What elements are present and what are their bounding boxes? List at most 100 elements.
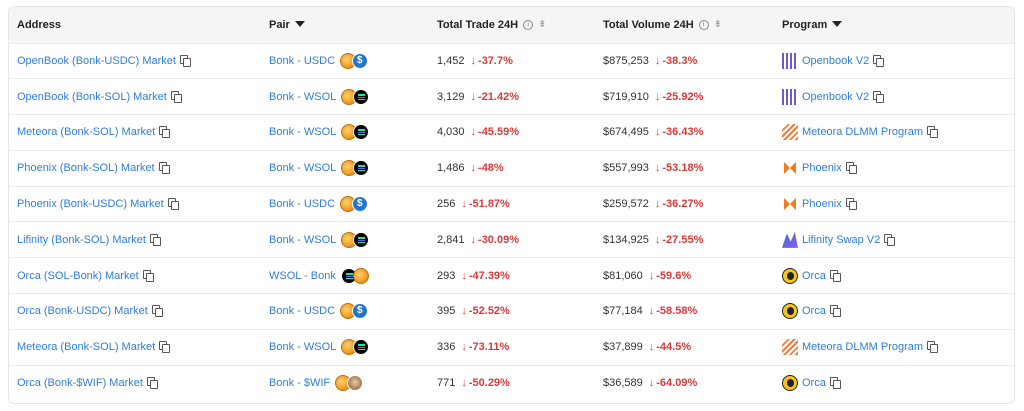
cell-address: Orca (Bonk-USDC) Market: [9, 294, 261, 330]
trade-count: 1,452: [437, 54, 465, 67]
cell-volume: $875,253 ↓ -38.3%: [595, 43, 774, 79]
cell-program: Openbook V2: [774, 79, 1014, 115]
market-address-link[interactable]: Orca (Bonk-USDC) Market: [17, 305, 148, 318]
program-link[interactable]: Phoenix: [802, 162, 842, 175]
filter-icon[interactable]: [832, 20, 843, 27]
copy-icon[interactable]: [149, 233, 161, 246]
wsol-token-icon: [353, 160, 370, 177]
market-address-link[interactable]: Meteora (Bonk-SOL) Market: [17, 341, 156, 354]
market-address-link[interactable]: Orca (SOL-Bonk) Market: [17, 269, 139, 282]
arrow-down-icon: ↓: [648, 269, 655, 282]
usdc-token-icon: [352, 52, 369, 69]
pair-link[interactable]: Bonk - WSOL: [269, 90, 337, 103]
copy-icon[interactable]: [167, 198, 179, 211]
market-address-link[interactable]: Phoenix (Bonk-SOL) Market: [17, 162, 155, 175]
pair-token-icons: [341, 339, 371, 356]
program-link[interactable]: Orca: [802, 377, 826, 390]
market-address-link[interactable]: OpenBook (Bonk-USDC) Market: [17, 54, 176, 67]
copy-icon[interactable]: [142, 269, 154, 282]
pair-link[interactable]: Bonk - USDC: [269, 305, 336, 318]
bonk-token-icon: [352, 267, 369, 284]
copy-icon[interactable]: [845, 162, 857, 175]
pair-link[interactable]: Bonk - WSOL: [269, 341, 337, 354]
pair-token-icons: [340, 52, 370, 69]
volume-value: $875,253: [603, 54, 649, 67]
openbook-logo-icon: [782, 52, 798, 69]
copy-icon[interactable]: [829, 305, 841, 318]
pair-link[interactable]: WSOL - Bonk: [269, 269, 336, 282]
cell-program: Lifinity Swap V2: [774, 222, 1014, 258]
copy-icon[interactable]: [829, 377, 841, 390]
market-address-link[interactable]: Orca (Bonk-$WIF) Market: [17, 377, 143, 390]
copy-icon[interactable]: [179, 54, 191, 67]
copy-icon[interactable]: [158, 162, 170, 175]
program-link[interactable]: Meteora DLMM Program: [802, 341, 924, 354]
volume-change: ↓ -25.92%: [654, 90, 704, 103]
cell-pair: Bonk - WSOL: [261, 150, 429, 186]
cell-trade: 1,452 ↓ -37.7%: [429, 43, 595, 79]
copy-icon[interactable]: [873, 54, 885, 67]
table-row: OpenBook (Bonk-SOL) Market Bonk - WSOL 3…: [9, 78, 1014, 115]
cell-address: Meteora (Bonk-SOL) Market: [9, 115, 261, 151]
arrow-down-icon: ↓: [461, 305, 467, 318]
volume-change: ↓ -38.3%: [654, 54, 698, 67]
copy-icon[interactable]: [927, 126, 939, 139]
pair-link[interactable]: Bonk - WSOL: [269, 162, 337, 175]
volume-change: ↓ -59.6%: [648, 269, 692, 282]
cell-program: Phoenix: [774, 150, 1014, 186]
volume-change: ↓ -53.18%: [654, 162, 704, 175]
pair-link[interactable]: Bonk - $WIF: [269, 377, 331, 390]
lifinity-logo-icon: [782, 231, 798, 248]
cell-address: Phoenix (Bonk-USDC) Market: [9, 186, 261, 222]
copy-icon[interactable]: [873, 90, 885, 103]
copy-icon[interactable]: [146, 377, 158, 390]
cell-trade: 3,129 ↓ -21.42%: [429, 79, 595, 115]
cell-pair: Bonk - USDC: [261, 294, 429, 330]
program-link[interactable]: Openbook V2: [802, 90, 870, 103]
program-link[interactable]: Phoenix: [802, 197, 842, 210]
pair-token-icons: [341, 88, 371, 105]
copy-icon[interactable]: [927, 341, 939, 354]
copy-icon[interactable]: [151, 305, 163, 318]
copy-icon[interactable]: [159, 126, 171, 139]
copy-icon[interactable]: [170, 90, 182, 103]
cell-trade: 395 ↓ -52.52%: [429, 294, 595, 330]
sort-icon[interactable]: ⇟: [538, 19, 547, 31]
market-address-link[interactable]: Lifinity (Bonk-SOL) Market: [17, 233, 146, 246]
pair-link[interactable]: Bonk - WSOL: [269, 126, 337, 139]
pair-token-icons: [341, 160, 371, 177]
arrow-down-icon: ↓: [461, 269, 467, 282]
volume-value: $37,899: [603, 341, 643, 354]
pair-token-icons: [335, 375, 365, 392]
market-address-link[interactable]: Phoenix (Bonk-USDC) Market: [17, 198, 164, 211]
copy-icon[interactable]: [845, 197, 857, 210]
cell-trade: 1,486 ↓ -48%: [429, 150, 595, 186]
program-link[interactable]: Orca: [802, 269, 826, 282]
cell-pair: Bonk - WSOL: [261, 329, 429, 365]
table-row: Lifinity (Bonk-SOL) Market Bonk - WSOL 2…: [9, 221, 1014, 258]
copy-icon[interactable]: [829, 269, 841, 282]
copy-icon[interactable]: [884, 233, 896, 246]
wsol-token-icon: [353, 124, 370, 141]
openbook-logo-icon: [782, 88, 798, 105]
program-link[interactable]: Meteora DLMM Program: [802, 126, 924, 139]
program-link[interactable]: Orca: [802, 305, 826, 318]
pair-link[interactable]: Bonk - WSOL: [269, 233, 337, 246]
volume-change: ↓ -36.27%: [654, 198, 704, 211]
filter-icon[interactable]: [294, 20, 305, 27]
header-volume: Total Volume 24H i ⇟: [603, 18, 723, 31]
info-icon[interactable]: i: [698, 19, 709, 30]
sort-icon[interactable]: ⇟: [713, 19, 723, 31]
cell-pair: Bonk - $WIF: [261, 365, 429, 401]
program-link[interactable]: Openbook V2: [802, 54, 870, 67]
copy-icon[interactable]: [159, 341, 171, 354]
market-address-link[interactable]: Meteora (Bonk-SOL) Market: [17, 126, 156, 139]
market-address-link[interactable]: OpenBook (Bonk-SOL) Market: [17, 90, 167, 103]
pair-link[interactable]: Bonk - USDC: [269, 197, 336, 210]
volume-value: $77,184: [603, 305, 643, 318]
cell-pair: Bonk - WSOL: [261, 79, 429, 115]
program-link[interactable]: Lifinity Swap V2: [802, 233, 881, 246]
pair-link[interactable]: Bonk - USDC: [269, 54, 336, 67]
info-icon[interactable]: i: [523, 19, 534, 30]
table-row: Orca (Bonk-USDC) Market Bonk - USDC 395 ↓…: [9, 293, 1014, 330]
